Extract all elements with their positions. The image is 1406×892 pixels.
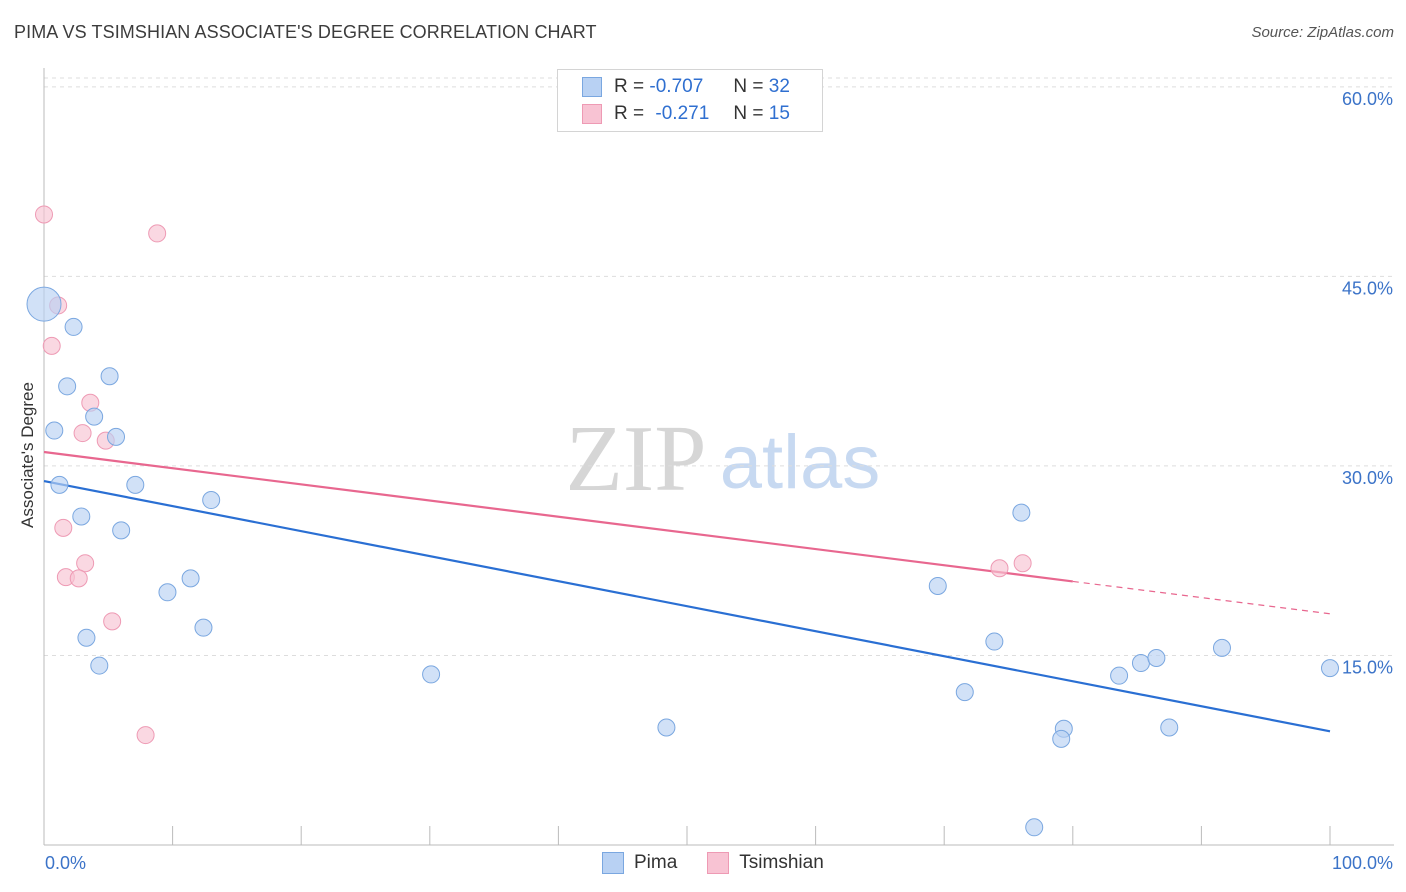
trend-line-extension-tsimshian [1072,580,1331,615]
pima-point [100,367,119,386]
pima-point [1212,638,1231,657]
series-legend-pima[interactable]: Pima [602,852,677,874]
series-legend-label: Tsimshian [739,852,824,873]
legend-row-tsimshian: R = -0.271 N = 15 [582,103,790,125]
pima-point [1131,654,1150,673]
series-legend-label: Pima [634,852,678,873]
trend-line-pima [43,480,1331,733]
pima-point [158,583,177,602]
watermark-zip: ZIP [566,407,707,511]
pima-point [107,427,126,446]
tsimshian-point [69,569,88,588]
tsimshian-point [42,336,61,355]
pima-point [1110,666,1129,685]
pima-point [90,656,109,675]
y-tick-label: 15.0% [1342,657,1393,677]
pima-point [1321,659,1339,678]
pima-point [1160,718,1179,737]
source-label: Source: ZipAtlas.com [1251,24,1394,41]
pima-point [85,407,104,426]
pima-swatch [582,77,602,97]
tsimshian-swatch [707,852,730,874]
y-tick-label: 60.0% [1342,89,1393,109]
pima-point [112,521,131,540]
tsimshian-point [54,518,73,537]
pima-point [928,576,947,595]
pima-point [26,286,62,322]
pima-point [181,569,200,588]
pima-point [77,628,96,647]
legend-r-label: R = [614,103,645,124]
pima-point [1052,729,1071,748]
legend-r-value: -0.707 [649,76,704,97]
pima-swatch [602,852,624,874]
chart-title: PIMA VS TSIMSHIAN ASSOCIATE'S DEGREE COR… [14,22,597,42]
legend-r-label: R = [614,76,645,97]
tsimshian-point [103,612,122,631]
pima-point [45,421,64,440]
tsimshian-swatch [582,104,602,124]
series-legend: Pima Tsimshian [602,852,854,874]
tsimshian-point [990,559,1009,578]
pima-point [657,718,676,737]
pima-point [1025,818,1044,837]
series-legend-tsimshian[interactable]: Tsimshian [707,852,824,874]
correlation-legend: R = -0.707 N = 32 R = -0.271 N = 15 [557,69,823,132]
legend-n-value: 15 [768,103,790,124]
tsimshian-point [76,554,95,573]
pima-point [1012,503,1031,522]
pima-point [985,632,1004,651]
pima-point [1147,648,1166,667]
trend-line-tsimshian [43,450,1073,583]
pima-point [64,317,83,336]
legend-n-label: N = [733,103,764,124]
x-tick-label: 0.0% [45,853,86,873]
tsimshian-point [136,726,155,745]
tsimshian-point [148,224,167,243]
y-tick-label: 45.0% [1342,278,1393,298]
tsimshian-point [35,205,53,224]
pima-point [50,475,69,494]
tsimshian-point [73,424,92,443]
pima-point [955,683,974,702]
pima-point [202,491,221,510]
pima-point [126,475,145,494]
pima-point [422,665,441,684]
legend-row-pima: R = -0.707 N = 32 [582,76,790,98]
pima-point [72,507,91,526]
x-tick-label: 100.0% [1332,853,1393,873]
pima-point [58,377,77,396]
tsimshian-point [1013,554,1032,573]
legend-r-value: -0.271 [655,103,710,124]
y-tick-label: 30.0% [1342,468,1393,488]
pima-point [194,618,213,637]
watermark-atlas: atlas [720,420,881,505]
legend-n-label: N = [733,76,764,97]
legend-n-value: 32 [768,76,790,97]
watermark: ZIP atlas [566,407,881,511]
